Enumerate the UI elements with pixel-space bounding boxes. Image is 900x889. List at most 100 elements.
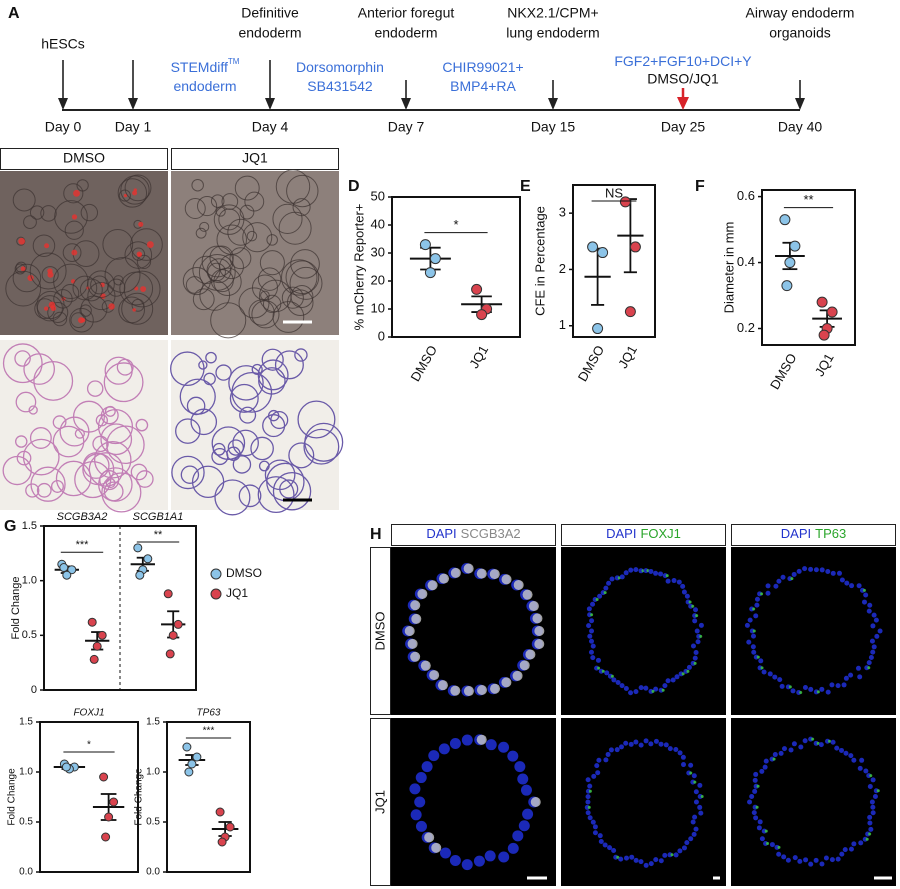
nucleus [608,747,614,753]
organoid [130,228,163,261]
organoid [29,205,45,220]
data-point [184,767,194,777]
nucleus [867,602,873,608]
reporter-signal [43,306,49,311]
nucleus [615,679,621,685]
data-point [61,762,71,772]
legend-marker [210,568,222,580]
nucleus [439,847,451,859]
marker-signal [501,677,512,688]
nucleus [638,685,644,691]
organoid-section [59,416,90,447]
channel-label: SCGB3A2 [461,526,521,541]
plot-frame [166,721,251,873]
y-tick-label: 2 [559,261,566,276]
organoid-section [232,429,259,457]
nucleus [867,814,873,820]
nucleus [606,580,612,586]
nucleus [602,842,608,848]
nucleus [409,783,421,795]
nucleus [777,677,783,683]
data-point [133,543,143,553]
data-point [97,630,107,640]
nucleus [484,850,496,862]
organoid [246,230,258,242]
organoid [79,304,92,317]
data-point [476,309,488,321]
legend-marker [210,588,222,600]
organoid-section [103,362,144,403]
nucleus [792,855,798,861]
organoid-section [250,436,274,461]
organoid-section [251,363,263,376]
nucleus [485,739,497,751]
marker-signal [752,629,756,633]
organoid-section [101,472,142,513]
panel-label: G [4,518,16,535]
treatment-text: endoderm [173,78,236,94]
marker-signal [603,591,607,595]
y-tick-label: 1.5 [22,520,37,532]
organoid-section [238,484,262,508]
marker-signal [597,666,601,670]
marker-signal [693,661,697,665]
nucleus [772,752,778,758]
arrow-head [795,98,805,110]
nucleus [851,757,857,763]
nucleus [609,576,615,582]
nucleus [835,856,841,862]
x-tick-label: DMSO [407,343,439,384]
column-header-label: DAPI SCGB3A2 [426,526,520,541]
organoid [23,215,37,229]
marker-signal [756,655,760,659]
arrow-head [128,98,138,110]
organoid [292,198,311,217]
marker-signal [519,660,530,671]
organoid-section [14,350,31,367]
gene-title: SCGB1A1 [133,511,184,523]
nucleus [667,746,673,752]
organoid [12,263,42,293]
nucleus [759,768,765,774]
marker-signal [407,638,418,649]
panel-label: H [370,526,382,543]
nucleus [697,804,703,810]
organoid [182,267,211,296]
nucleus [618,856,624,862]
nucleus [752,777,758,783]
nucleus [788,747,794,753]
nucleus [754,602,760,608]
nucleus [863,768,869,774]
organoid-section [104,405,116,417]
column-header [561,524,726,546]
reporter-signal [123,193,128,198]
organoid [117,178,148,208]
nucleus [498,741,510,753]
nucleus [835,683,841,689]
nucleus [662,683,668,689]
histology-image [0,340,168,510]
organoid-section [190,408,218,436]
nucleus [791,741,797,747]
treatment-label: CHIR99021+ [442,59,523,75]
nucleus [591,773,597,779]
nucleus [653,570,659,576]
nucleus [658,571,664,577]
fluorescence-image [391,547,556,715]
nucleus [693,826,699,832]
nucleus [673,746,679,752]
marker-signal [862,588,866,592]
nucleus [648,568,654,574]
marker-signal [777,845,781,849]
nucleus [676,579,682,585]
nucleus [779,683,785,689]
nucleus [638,742,644,748]
marker-signal [651,689,655,693]
nucleus [596,757,602,763]
x-tick-label: JQ1 [466,343,491,371]
stage-label: Airway endoderm [746,5,855,21]
marker-signal [420,660,431,671]
marker-signal [827,739,831,743]
nucleus [473,855,485,867]
reporter-signal [18,237,26,245]
